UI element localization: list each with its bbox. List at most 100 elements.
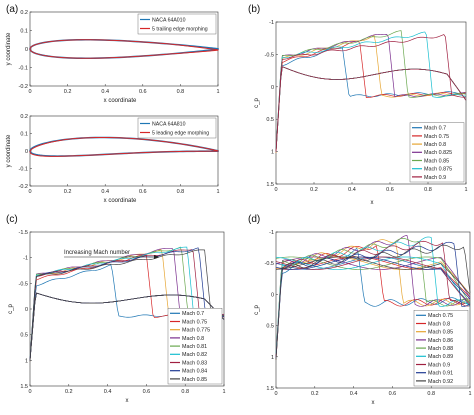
cp-upper-line: [275, 240, 471, 356]
y-tick-label: -0.5: [265, 261, 274, 267]
panel-label: (b): [248, 4, 260, 15]
y-axis-label: y coordinate: [6, 134, 12, 167]
x-axis-label: x: [371, 200, 374, 206]
legend-entry: Mach 0.825: [424, 150, 452, 156]
x-tick-label: 0.2: [64, 89, 72, 95]
cp-lower-line: [275, 66, 467, 152]
x-tick-label: 0.2: [310, 187, 318, 193]
y-tick-label: 0: [271, 85, 274, 91]
y-tick-label: 0: [271, 292, 274, 298]
airfoil-panel: 0 0.2 0.4 0.6 0.8 1 0.2 0.1 0 -0.1 -0.2 x coordinat…: [6, 114, 220, 204]
cp-upper-line: [275, 244, 471, 360]
airfoil-outline: [29, 136, 219, 157]
cp-upper-line: [29, 247, 225, 362]
cp-lower-line: [29, 292, 225, 361]
x-tick-label: 0: [274, 187, 277, 193]
y-tick-label: 0: [25, 47, 28, 53]
cp-lower-line: [275, 256, 471, 304]
y-tick-label: -0.1: [19, 167, 28, 173]
y-tick-label: 0.5: [266, 117, 274, 123]
x-tick-label: 0.2: [311, 391, 319, 397]
y-tick-label: -0.5: [19, 281, 28, 287]
y-tick-label: 1.5: [266, 182, 274, 188]
legend-entry: Mach 0.75: [182, 319, 207, 325]
legend-entry: Mach 0.7: [424, 126, 446, 132]
legend-entry: Mach 0.85: [424, 158, 449, 164]
y-tick-label: 1: [271, 355, 274, 361]
y-tick-label: -1: [269, 20, 274, 26]
x-tick-label: 0.2: [65, 389, 73, 395]
y-tick-label: 0.2: [20, 10, 28, 16]
cp-panel: 0 0.2 0.4 0.6 0.8 1 -1.5 -1 -0.5 0 0.5 1 1.5 x c_p (c) I…: [6, 214, 226, 404]
y-tick-label: 0: [25, 307, 28, 313]
x-tick-label: 1: [468, 391, 471, 397]
legend-entry: Mach 0.88: [428, 346, 453, 352]
y-axis-label: y coordinate: [6, 32, 12, 65]
panel-label: (d): [248, 214, 260, 225]
legend-entry: Mach 0.82: [182, 352, 207, 358]
legend-entry: Mach 0.7: [182, 311, 204, 317]
legend-entry: NACA 64A010: [152, 17, 186, 23]
y-tick-label: 0.1: [20, 132, 28, 138]
x-tick-label: 0.8: [427, 391, 435, 397]
x-tick-label: 0.8: [424, 187, 432, 193]
legend-entry: Mach 0.9: [424, 175, 446, 181]
x-tick-label: 0: [28, 89, 31, 95]
x-tick-label: 0: [28, 389, 31, 395]
y-tick-label: -1: [269, 230, 274, 236]
x-tick-label: 0.6: [389, 391, 397, 397]
legend-entry: Mach 0.89: [428, 354, 453, 360]
y-tick-label: 0.5: [266, 324, 274, 330]
y-tick-label: -1: [23, 256, 28, 262]
cp-upper-line: [275, 31, 467, 151]
y-tick-label: 1: [25, 358, 28, 364]
cp-upper-line: [29, 246, 225, 360]
legend-entry: Mach 0.775: [182, 328, 210, 334]
legend-entry: 5 trailing edge morphing: [152, 26, 208, 32]
panel-label: (a): [6, 4, 18, 15]
legend-entry: Mach 0.875: [424, 167, 452, 173]
y-tick-label: -0.2: [19, 184, 28, 190]
y-axis-label: c_p: [254, 98, 260, 108]
x-tick-label: 0.4: [350, 391, 358, 397]
cp-upper-line: [275, 30, 467, 151]
y-tick-label: 0: [25, 149, 28, 155]
x-tick-label: 0: [28, 189, 31, 195]
x-tick-label: 0.8: [177, 189, 185, 195]
cp-lower-line: [275, 256, 471, 295]
legend-box: [137, 13, 217, 35]
x-tick-label: 0: [274, 391, 277, 397]
cp-panel: 0 0.2 0.4 0.6 0.8 1 -1 -0.5 0 0.5 1 1.5 x c_p (d) Mach …: [248, 214, 472, 406]
cp-panel: 0 0.2 0.4 0.6 0.8 1 -1 -0.5 0 0.5 1 1.5 x c_p (b) Mach …: [248, 4, 468, 206]
x-tick-label: 0.6: [139, 89, 147, 95]
y-axis-label: c_p: [8, 304, 14, 314]
legend-entry: Mach 0.91: [428, 371, 453, 377]
legend-entry: Mach 0.75: [424, 134, 449, 140]
y-tick-label: 1.5: [266, 386, 274, 392]
x-tick-label: 0.6: [143, 389, 151, 395]
y-tick-label: -0.1: [19, 66, 28, 72]
x-tick-label: 0.8: [177, 89, 185, 95]
legend-entry: Mach 0.85: [182, 377, 207, 383]
x-tick-label: 0.4: [101, 189, 109, 195]
x-tick-label: 0.4: [101, 89, 109, 95]
airfoil-panel: 0 0.2 0.4 0.6 0.8 1 0.2 0.1 0 -0.1 -0.2 x coordinat…: [6, 4, 220, 104]
cp-upper-line: [29, 249, 225, 361]
legend-box: [413, 310, 469, 387]
legend-entry: Mach 0.9: [428, 362, 450, 368]
x-tick-label: 1: [216, 189, 219, 195]
cp-upper-line: [29, 249, 225, 362]
annotation-arrowhead: [154, 255, 159, 259]
cp-upper-line: [275, 236, 471, 354]
y-tick-label: -1.5: [19, 230, 28, 236]
legend-entry: Mach 0.86: [428, 338, 453, 344]
x-tick-label: 1: [464, 187, 467, 193]
legend-entry: 5 leading edge morphing: [152, 130, 209, 136]
cp-upper-line: [275, 34, 467, 152]
y-axis-label: c_p: [254, 305, 260, 315]
x-tick-label: 0.8: [181, 389, 189, 395]
x-tick-label: 0.6: [139, 189, 147, 195]
legend-entry: Mach 0.8: [428, 321, 450, 327]
legend-box: [137, 117, 217, 139]
